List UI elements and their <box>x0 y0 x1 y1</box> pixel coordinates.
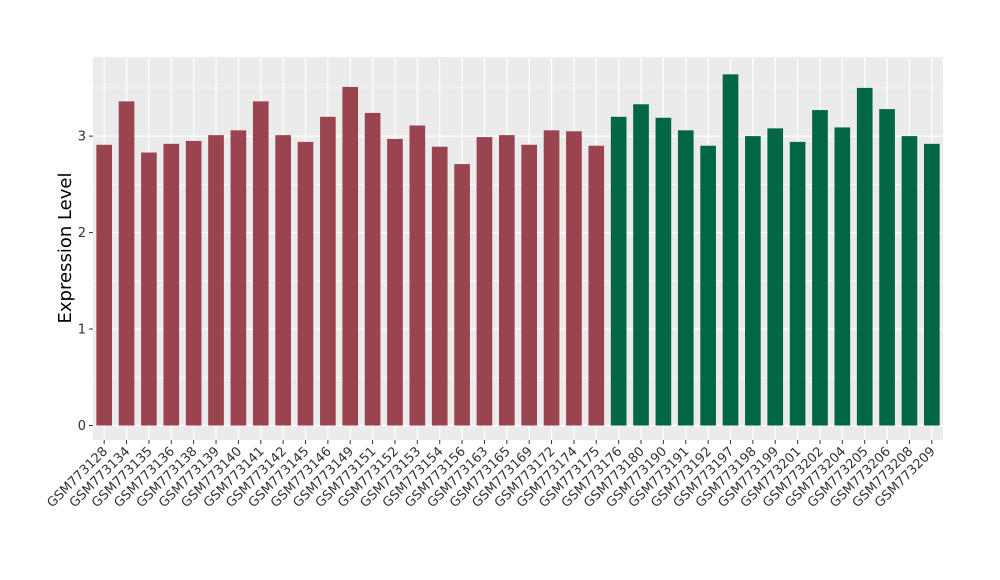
bar-GSM773174 <box>566 131 582 426</box>
bar-GSM773180 <box>633 104 649 426</box>
bar-GSM773136 <box>163 143 180 426</box>
bar-GSM773134 <box>118 101 135 426</box>
bar-GSM773165 <box>498 135 515 426</box>
bar-GSM773149 <box>342 86 359 426</box>
bar-GSM773154 <box>431 146 448 426</box>
bar-GSM773201 <box>789 141 806 426</box>
bar-GSM773197 <box>722 74 739 426</box>
bar-GSM773138 <box>185 140 202 426</box>
bar-GSM773140 <box>230 130 247 426</box>
bar-GSM773152 <box>387 139 403 426</box>
bar-GSM773175 <box>588 145 605 426</box>
bar-GSM773156 <box>454 164 470 426</box>
y-axis-title: Expression Level <box>55 173 76 324</box>
bar-GSM773176 <box>610 116 627 426</box>
bar-GSM773208 <box>901 136 918 426</box>
bar-GSM773206 <box>879 109 895 426</box>
bar-GSM773139 <box>208 135 224 426</box>
bar-GSM773145 <box>297 141 314 426</box>
bar-GSM773204 <box>834 127 851 426</box>
bar-GSM773163 <box>476 137 493 426</box>
y-tick-label: 1 <box>78 323 86 338</box>
bar-GSM773146 <box>320 116 336 426</box>
y-tick-label: 3 <box>78 130 86 145</box>
y-tick-label: 2 <box>78 226 86 241</box>
bar-GSM773191 <box>677 130 694 426</box>
x-axis: GSM773128GSM773134GSM773135GSM773136GSM7… <box>44 440 939 511</box>
bar-GSM773198 <box>745 136 761 426</box>
y-tick-label: 0 <box>78 419 86 434</box>
bar-GSM773153 <box>409 125 426 426</box>
bar-GSM773190 <box>655 117 672 426</box>
bar-GSM773135 <box>141 152 157 426</box>
bar-GSM773172 <box>543 130 560 426</box>
bar-GSM773202 <box>812 110 828 426</box>
bar-GSM773209 <box>923 143 940 426</box>
bars <box>96 74 940 426</box>
bar-GSM773199 <box>767 128 784 426</box>
bar-GSM773192 <box>700 145 716 426</box>
bar-GSM773128 <box>96 144 113 426</box>
bar-GSM773169 <box>521 144 538 426</box>
bar-GSM773141 <box>252 101 269 426</box>
bar-GSM773142 <box>275 135 291 426</box>
bar-GSM773151 <box>364 112 381 426</box>
y-axis: 0 1 2 3 <box>78 130 93 434</box>
bar-GSM773205 <box>856 87 873 426</box>
